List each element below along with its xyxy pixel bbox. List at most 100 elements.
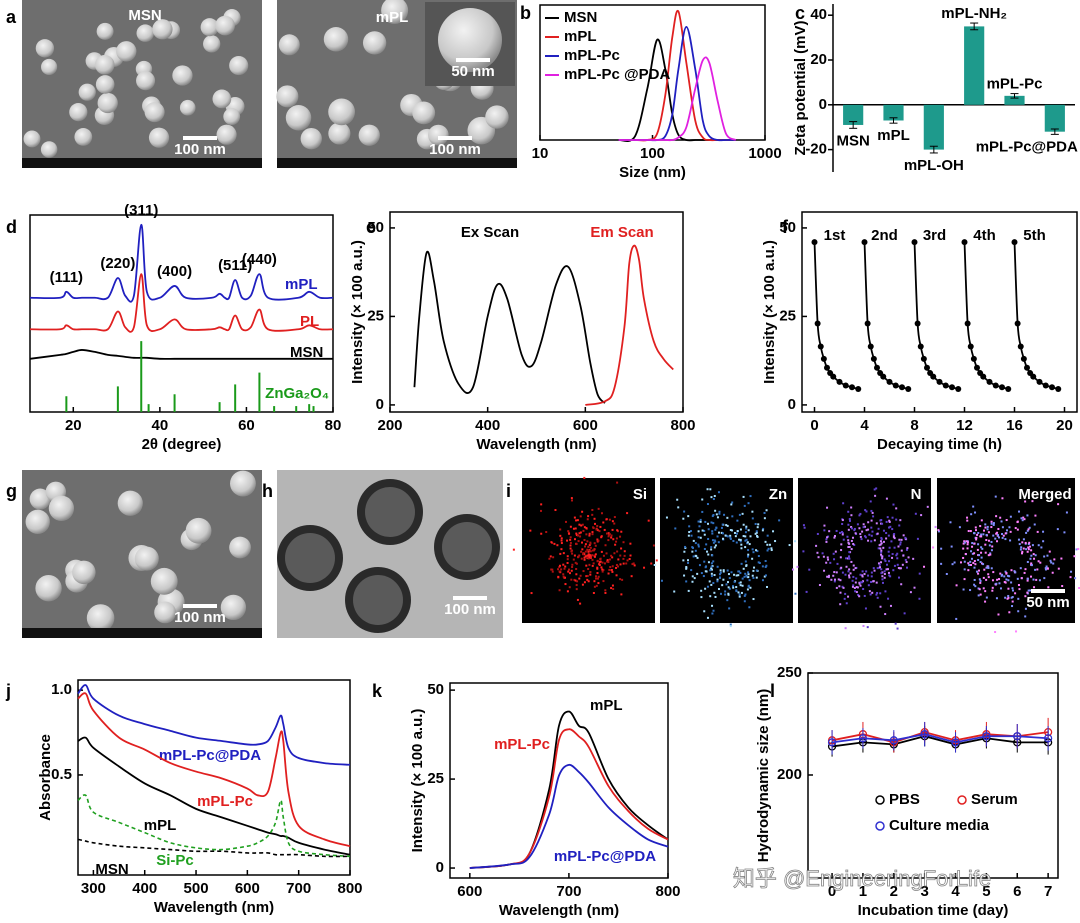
- eds-dot: [611, 565, 614, 568]
- point: [827, 738, 837, 747]
- eds-dot: [842, 502, 845, 505]
- eds-dot: [1031, 500, 1034, 503]
- eds-dot: [596, 577, 599, 580]
- eds-dot: [712, 522, 715, 525]
- eds-dot: [969, 560, 972, 563]
- eds-dot: [744, 560, 747, 563]
- legend-marker: [875, 821, 885, 831]
- eds-dot: [721, 584, 724, 587]
- eds-dot: [1034, 514, 1037, 517]
- eds-dot: [610, 554, 613, 557]
- eds-dot: [719, 592, 722, 595]
- x-axis-label: Wavelength (nm): [476, 436, 596, 453]
- eds-dot: [982, 533, 985, 536]
- x-axis-label: Incubation time (day): [858, 902, 1009, 919]
- eds-dot: [580, 550, 583, 553]
- eds-dot: [1069, 576, 1072, 579]
- particle: [230, 470, 256, 497]
- eds-dot: [594, 522, 597, 525]
- x-tick-label: 20: [65, 417, 82, 434]
- panel-letter: e: [366, 217, 376, 237]
- eds-dot: [605, 552, 608, 555]
- series-line: [585, 244, 674, 406]
- eds-dot: [591, 558, 594, 561]
- eds-dot: [863, 594, 866, 597]
- eds-dot: [725, 583, 728, 586]
- eds-dot: [581, 510, 584, 513]
- eds-dot: [969, 589, 972, 592]
- eds-dot: [832, 574, 835, 577]
- eds-dot: [826, 575, 829, 578]
- eds-dot: [1029, 589, 1032, 592]
- eds-dot: [1032, 553, 1035, 556]
- eds-dot: [838, 531, 841, 534]
- eds-dot: [570, 499, 573, 502]
- eds-dot: [816, 532, 819, 535]
- eds-dot: [980, 551, 983, 554]
- eds-dot: [914, 512, 917, 515]
- eds-dot: [851, 536, 854, 539]
- eds-dot: [966, 547, 969, 550]
- eds-dot: [623, 550, 626, 553]
- eds-dot: [742, 567, 745, 570]
- x-tick-label: 40: [152, 417, 169, 434]
- eds-dot: [1024, 595, 1027, 598]
- eds-dot: [600, 566, 603, 569]
- eds-dot: [1010, 569, 1013, 572]
- eds-dot: [706, 503, 709, 506]
- eds-dot: [1029, 557, 1032, 560]
- eds-dot: [892, 535, 895, 538]
- eds-dot: [578, 554, 581, 557]
- eds-dot: [855, 585, 858, 588]
- point: [961, 239, 968, 246]
- eds-dot: [873, 539, 876, 542]
- panel-letter: k: [372, 681, 383, 701]
- eds-dot: [849, 572, 852, 575]
- particle: [40, 141, 58, 158]
- scale-bar: [183, 136, 217, 140]
- eds-dot: [848, 557, 851, 560]
- eds-dot: [559, 552, 562, 555]
- eds-dot: [1000, 520, 1003, 523]
- eds-dot: [588, 532, 591, 535]
- eds-dot: [711, 532, 714, 535]
- eds-dot: [712, 513, 715, 516]
- eds-dot: [736, 519, 739, 522]
- eds-dot: [683, 550, 686, 553]
- eds-dot: [926, 505, 929, 508]
- point: [1030, 373, 1037, 380]
- eds-dot: [559, 534, 562, 537]
- eds-dot: [701, 498, 704, 501]
- eds-dot: [979, 593, 982, 596]
- point: [864, 320, 871, 327]
- eds-dot: [982, 576, 985, 579]
- eds-dot: [576, 598, 579, 601]
- eds-dot: [727, 592, 730, 595]
- particle: [215, 15, 235, 36]
- eds-dot: [1050, 561, 1053, 564]
- x-tick-label: 0: [828, 883, 836, 900]
- eds-dot: [735, 532, 738, 535]
- eds-dot: [858, 581, 861, 584]
- eds-dot: [978, 588, 981, 591]
- eds-dot: [735, 541, 738, 544]
- eds-dot: [560, 539, 563, 542]
- eds-dot: [556, 544, 559, 547]
- scale-bar: [456, 58, 490, 62]
- eds-dot: [568, 586, 571, 589]
- eds-dot: [692, 539, 695, 542]
- eds-dot: [612, 587, 615, 590]
- image-label: N: [911, 486, 922, 503]
- eds-dot: [691, 550, 694, 553]
- eds-dot: [826, 556, 829, 559]
- eds-dot: [859, 573, 862, 576]
- eds-dot: [738, 595, 741, 598]
- eds-dot: [752, 551, 755, 554]
- eds-dot: [751, 574, 754, 577]
- eds-dot: [581, 583, 584, 586]
- eds-dot: [967, 562, 970, 565]
- eds-dot: [867, 584, 870, 587]
- eds-dot: [873, 569, 876, 572]
- eds-dot: [895, 507, 898, 510]
- eds-dot: [861, 580, 864, 583]
